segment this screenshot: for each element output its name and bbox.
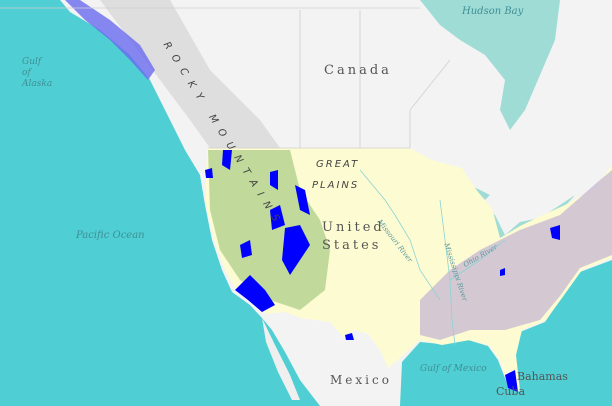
label-canada: Canada [324,63,392,78]
hudson-bay [420,0,560,130]
label-mexico: Mexico [330,373,392,387]
label-hudson-bay: Hudson Bay [462,6,524,17]
overlay-purple-southeast [420,170,612,340]
borders [0,7,451,149]
rivers [359,169,506,346]
label-pacific-ocean: Pacific Ocean [76,230,145,241]
label-great-plains-line2: PLAINS [312,180,360,191]
label-bahamas: Bahamas [517,370,568,383]
baja-peninsula [262,318,300,400]
label-gulf-of-alaska: Gulf of Alaska [22,57,53,89]
label-great-plains-line1: GREAT [316,159,360,170]
label-states: States [322,238,382,253]
overlay-alaska [65,0,155,80]
label-united: United [322,220,385,235]
overlay-blue-patches [205,150,560,392]
label-gulf-of-mexico: Gulf of Mexico [420,364,487,374]
label-cuba: Cuba [496,385,526,398]
rocky-mountains-relief [100,0,280,148]
